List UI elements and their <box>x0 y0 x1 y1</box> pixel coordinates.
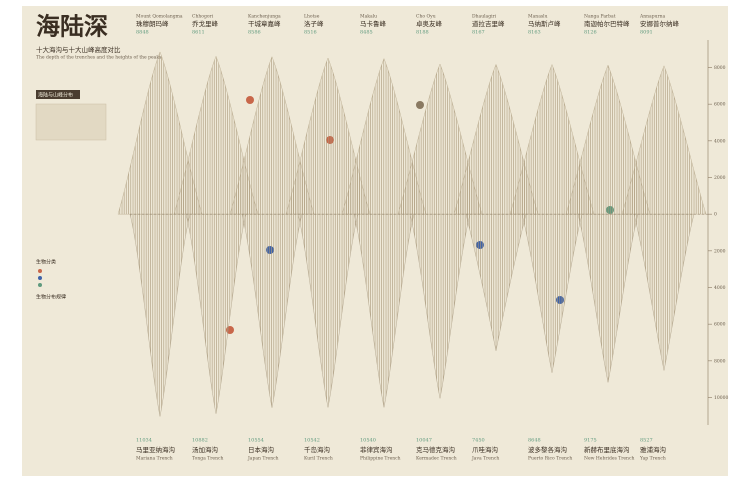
trench <box>241 213 303 408</box>
y-tick-label: 2000 <box>714 175 726 181</box>
peak-en: Kanchenjunga <box>248 14 281 20</box>
y-tick-label: 10000 <box>714 395 728 401</box>
trench-en: Tonga Trench <box>192 456 223 462</box>
peak-name: 道拉吉里峰 <box>472 19 505 28</box>
peak-name: 洛子峰 <box>304 19 324 28</box>
peak-en: Nanga Parbat <box>584 14 616 20</box>
trench-name: 菲律宾海沟 <box>360 445 393 454</box>
trench-en: Mariana Trench <box>136 456 173 462</box>
trench-depth: 10047 <box>416 438 432 444</box>
peak-name: 马卡鲁峰 <box>360 19 387 28</box>
trench-depth: 8648 <box>528 438 541 444</box>
y-tick-label: 8000 <box>714 358 726 364</box>
peak-en: Chhogori <box>192 14 214 20</box>
trench-depth: 8527 <box>640 438 653 444</box>
trench <box>129 213 191 417</box>
title: 海陆深 <box>36 12 108 41</box>
trench-depth: 10540 <box>360 438 376 444</box>
trench-name: 千岛海沟 <box>304 445 330 454</box>
peak-height: 8586 <box>248 30 261 36</box>
subtitle: 十大海沟与十大山峰高度对比 <box>36 45 121 54</box>
section-label: 海陆与山峰分布 <box>38 92 73 99</box>
peak-height: 8163 <box>528 30 541 36</box>
subtitle-en: The depth of the trenches and the height… <box>36 55 162 61</box>
peak-en: Lhotse <box>304 14 320 20</box>
trench-en: Kuril Trench <box>304 456 333 462</box>
peak-name: 卓奥友峰 <box>416 19 443 28</box>
trench-depth: 7450 <box>472 438 485 444</box>
y-tick-label: 4000 <box>714 285 726 291</box>
trench-en: Kermadec Trench <box>416 456 457 462</box>
section-label: 生物分类 <box>36 259 56 266</box>
trench-depth: 10542 <box>304 438 320 444</box>
trench <box>409 213 471 399</box>
peak-name: 珠穆朗玛峰 <box>136 19 169 28</box>
trench-name: 新赫布里底海沟 <box>584 445 630 454</box>
peak-height: 8485 <box>360 30 373 36</box>
peak-height: 8188 <box>416 30 429 36</box>
peak-name: 乔戈里峰 <box>192 19 219 28</box>
trench-depth: 10882 <box>192 438 208 444</box>
trench-name: 爪哇海沟 <box>472 445 498 454</box>
y-tick-label: 4000 <box>714 138 726 144</box>
trench-name: 雅浦海沟 <box>640 445 666 454</box>
peak-height: 8611 <box>192 30 205 36</box>
trench-en: Yap Trench <box>639 456 666 462</box>
map <box>35 103 107 141</box>
y-tick-label: 2000 <box>714 248 726 254</box>
peak-name: 干城章嘉峰 <box>248 19 281 28</box>
peak-height: 8091 <box>640 30 653 36</box>
peak-name: 南迦帕尔巴特峰 <box>584 19 630 28</box>
trench <box>185 213 247 414</box>
peak-en: Makalu <box>360 14 377 20</box>
trench-name: 日本海沟 <box>248 445 274 454</box>
biota-legend <box>38 269 42 287</box>
trench-name: 马里亚纳海沟 <box>136 445 175 454</box>
peak-en: Annapurna <box>639 14 666 20</box>
y-tick-label: 6000 <box>714 322 726 328</box>
section-label: 生物分布规律 <box>36 294 66 301</box>
peak-height: 8126 <box>584 30 597 36</box>
peak <box>621 65 707 215</box>
y-tick-label: 8000 <box>714 65 726 71</box>
peak-height: 8167 <box>472 30 485 36</box>
trench-en: Puerto Rico Trench <box>528 456 572 462</box>
peak-en: Dhaulagiri <box>472 14 497 20</box>
peak-name: 马纳斯卢峰 <box>528 19 561 28</box>
trench-name: 汤加海沟 <box>192 445 218 454</box>
trench-name: 克马德克海沟 <box>416 445 455 454</box>
section-box <box>36 90 80 99</box>
trench-name: 波多黎各海沟 <box>528 445 567 454</box>
trench <box>521 213 583 373</box>
peak-height: 8516 <box>304 30 317 36</box>
trench-en: Japan Trench <box>247 456 279 462</box>
trench-en: New Hebrides Trench <box>584 456 634 462</box>
trench-depth: 11034 <box>136 438 152 444</box>
trench <box>353 213 415 408</box>
trench-en: Java Trench <box>471 456 499 462</box>
trench <box>465 213 527 351</box>
y-tick-label: 6000 <box>714 102 726 108</box>
trench <box>633 213 695 371</box>
trench <box>297 213 359 408</box>
peak-en: Manaslu <box>528 14 548 20</box>
y-tick-label: 0 <box>714 212 717 218</box>
peak-en: Mount Qomolangma <box>136 14 183 20</box>
trench-depth: 10554 <box>248 438 264 444</box>
peak-height: 8848 <box>136 30 149 36</box>
trench-en: Philippine Trench <box>360 456 401 462</box>
trench <box>577 213 639 383</box>
trench-depth: 9175 <box>584 438 597 444</box>
peak-en: Cho Oyu <box>416 14 436 20</box>
peak-name: 安娜普尔纳峰 <box>640 19 680 28</box>
